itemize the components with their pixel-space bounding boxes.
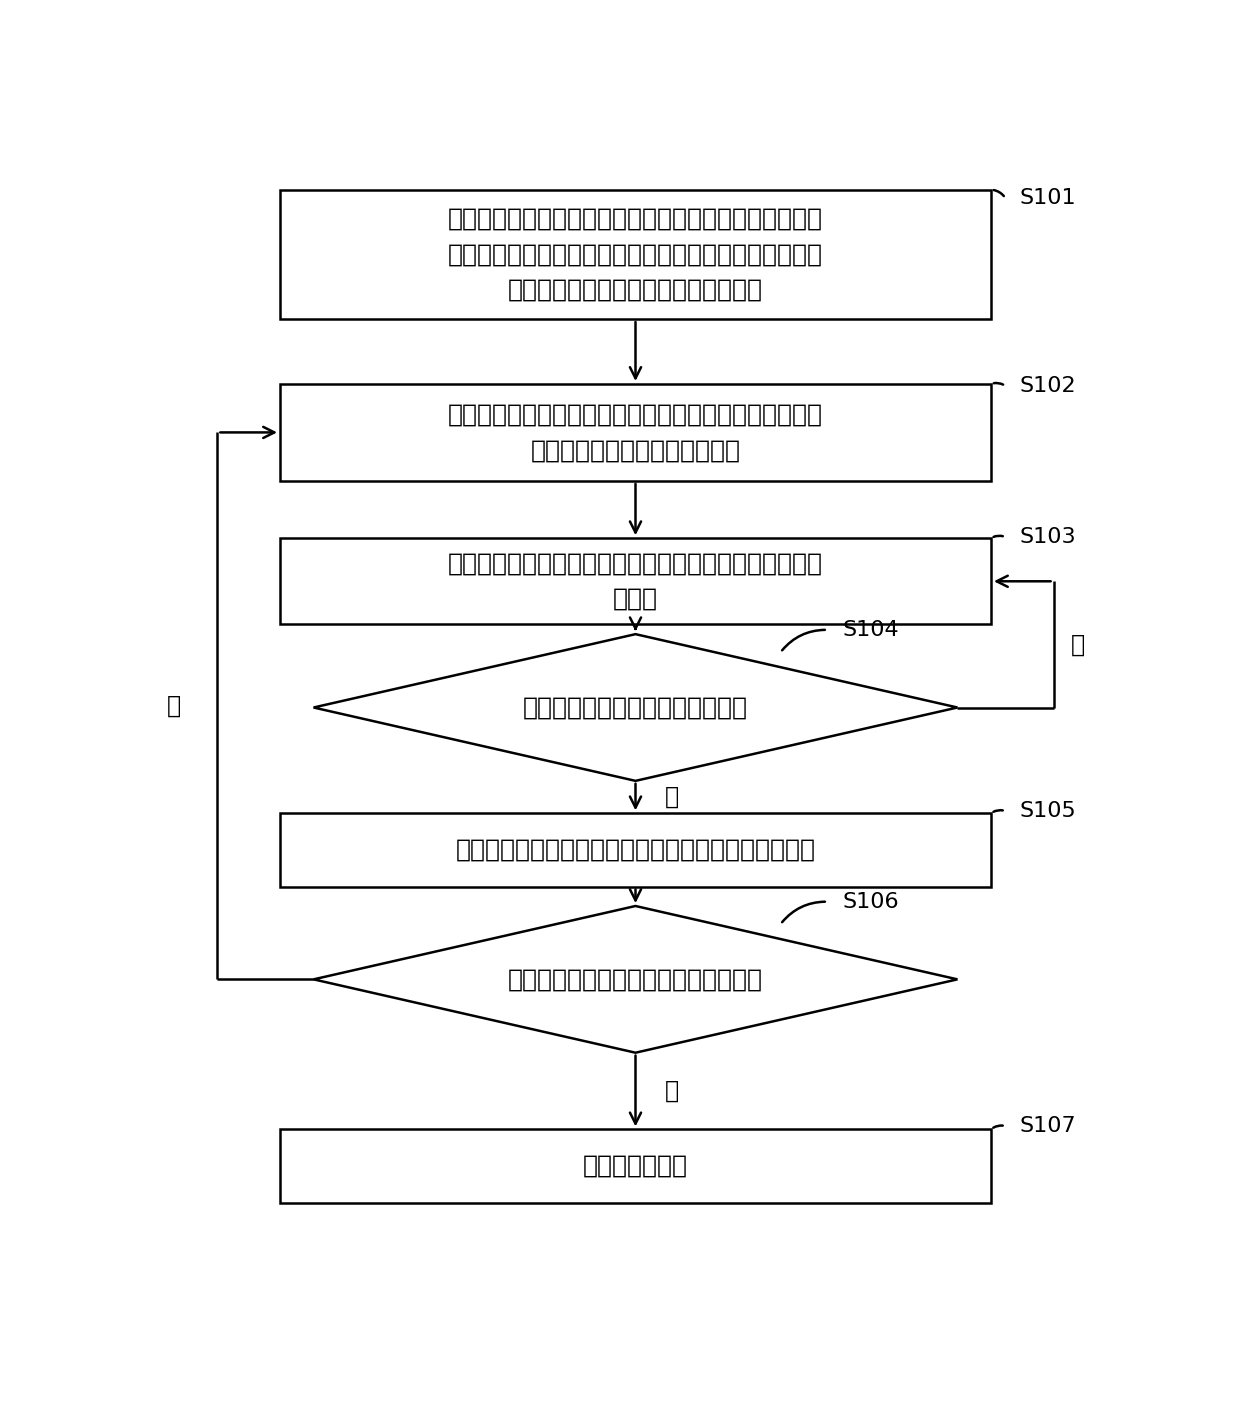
Polygon shape — [314, 635, 957, 780]
Bar — [280, 1129, 991, 1202]
Text: S102: S102 — [1019, 375, 1076, 396]
Text: 是: 是 — [665, 785, 678, 808]
Text: 当接收多角度超声扫描到的堆图像时，将所有堆图像中运
动误差最小的堆图像设置为模板堆图像，并将所有堆图像
中的剩余堆图像与模板堆图像全局配准: 当接收多角度超声扫描到的堆图像时，将所有堆图像中运 动误差最小的堆图像设置为模板… — [448, 207, 823, 301]
Text: 通过预设的基于核回归函数的体重建方式对三维体数据进
行更新: 通过预设的基于核回归函数的体重建方式对三维体数据进 行更新 — [448, 552, 823, 611]
Text: S104: S104 — [842, 619, 899, 640]
Bar — [280, 813, 991, 887]
Bar — [280, 384, 991, 481]
Text: 输出三维体数据: 输出三维体数据 — [583, 1154, 688, 1178]
Bar — [280, 538, 991, 625]
Text: 将剩余堆图像、模板堆图像分别与三维体数据局部配准: 将剩余堆图像、模板堆图像分别与三维体数据局部配准 — [455, 838, 816, 862]
Text: 判断局部配准后的三维体数据是否收敛: 判断局部配准后的三维体数据是否收敛 — [508, 967, 763, 992]
Text: S103: S103 — [1019, 527, 1076, 546]
Text: 根据剩余堆图像和模板堆图像，通过预设的基于点扩展函
数的体重建方式构建三维体数据: 根据剩余堆图像和模板堆图像，通过预设的基于点扩展函 数的体重建方式构建三维体数据 — [448, 402, 823, 462]
Text: 是: 是 — [665, 1079, 678, 1103]
Text: 否: 否 — [1071, 632, 1085, 657]
Polygon shape — [314, 906, 957, 1052]
Text: 否: 否 — [167, 693, 181, 717]
Text: S107: S107 — [1019, 1117, 1076, 1136]
Text: S106: S106 — [842, 891, 899, 912]
Bar — [280, 189, 991, 319]
Text: S105: S105 — [1019, 801, 1076, 821]
Text: S101: S101 — [1019, 188, 1076, 209]
Text: 判断更新后的三维体数据是否收敛: 判断更新后的三维体数据是否收敛 — [523, 695, 748, 720]
